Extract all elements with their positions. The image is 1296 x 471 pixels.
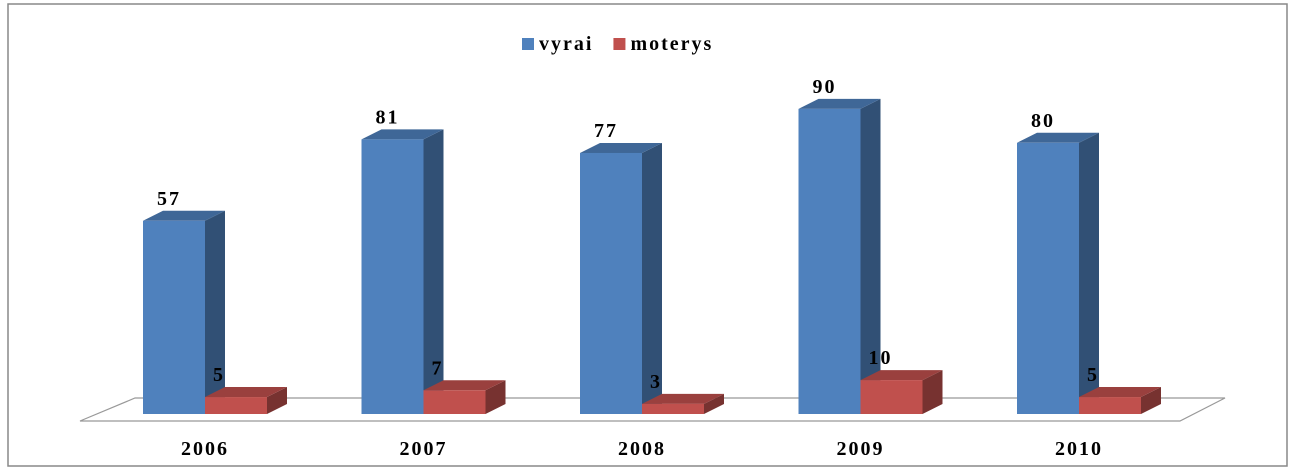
bar: [1079, 387, 1161, 414]
bar-front: [1017, 142, 1079, 415]
x-tick-label: 2006: [181, 438, 229, 460]
bar-side: [205, 210, 225, 414]
bar: [580, 142, 662, 414]
bar-side: [704, 393, 724, 414]
data-label: 7: [432, 357, 444, 379]
legend-label: vyrai: [539, 33, 593, 55]
data-label: 5: [1087, 364, 1099, 386]
bar-front: [798, 108, 861, 415]
bar-top: [205, 387, 287, 398]
bar-top: [798, 98, 881, 109]
bar-front: [860, 380, 923, 414]
x-tick-label: 2007: [400, 438, 448, 460]
data-label: 5: [213, 364, 225, 386]
data-label: 77: [594, 120, 618, 142]
data-label: 3: [650, 371, 662, 393]
bar-top: [642, 393, 724, 404]
bar-front: [143, 220, 205, 414]
bar-top: [580, 142, 662, 153]
bar-top: [1079, 387, 1161, 398]
bar-front: [580, 152, 642, 414]
bar-front: [361, 139, 424, 414]
bar: [143, 210, 225, 414]
bar: [860, 370, 943, 414]
x-tick-label: 2009: [837, 438, 885, 460]
bar-side: [1141, 387, 1161, 414]
bar: [205, 387, 287, 414]
data-label: 57: [157, 188, 181, 210]
data-label: 80: [1031, 110, 1055, 132]
data-label: 81: [376, 106, 400, 128]
data-label: 90: [813, 76, 837, 98]
bar-top: [361, 129, 444, 140]
legend-swatch: [522, 38, 534, 50]
bar: [423, 380, 506, 414]
bar-top: [423, 380, 506, 391]
legend-label: moterys: [630, 33, 713, 55]
bar-side: [642, 142, 662, 414]
bar-side: [860, 98, 881, 415]
bar: [361, 129, 444, 414]
bar-side: [922, 370, 943, 414]
bar: [642, 393, 724, 414]
bar-front: [205, 397, 267, 414]
bar-side: [1079, 132, 1099, 415]
bar-side: [267, 387, 287, 414]
x-tick-label: 2010: [1055, 438, 1103, 460]
bar: [798, 98, 881, 415]
bar-side: [423, 129, 444, 414]
x-tick-label: 2008: [618, 438, 666, 460]
bar-top: [1017, 132, 1099, 143]
bar-front: [423, 390, 486, 414]
bar: [1017, 132, 1099, 415]
legend-swatch: [613, 38, 626, 50]
bar-top: [143, 210, 225, 221]
bar-front: [642, 403, 704, 414]
bar-top: [860, 370, 943, 381]
bar-front: [1079, 397, 1141, 414]
bar-side: [485, 380, 506, 414]
data-label: 10: [869, 347, 893, 369]
